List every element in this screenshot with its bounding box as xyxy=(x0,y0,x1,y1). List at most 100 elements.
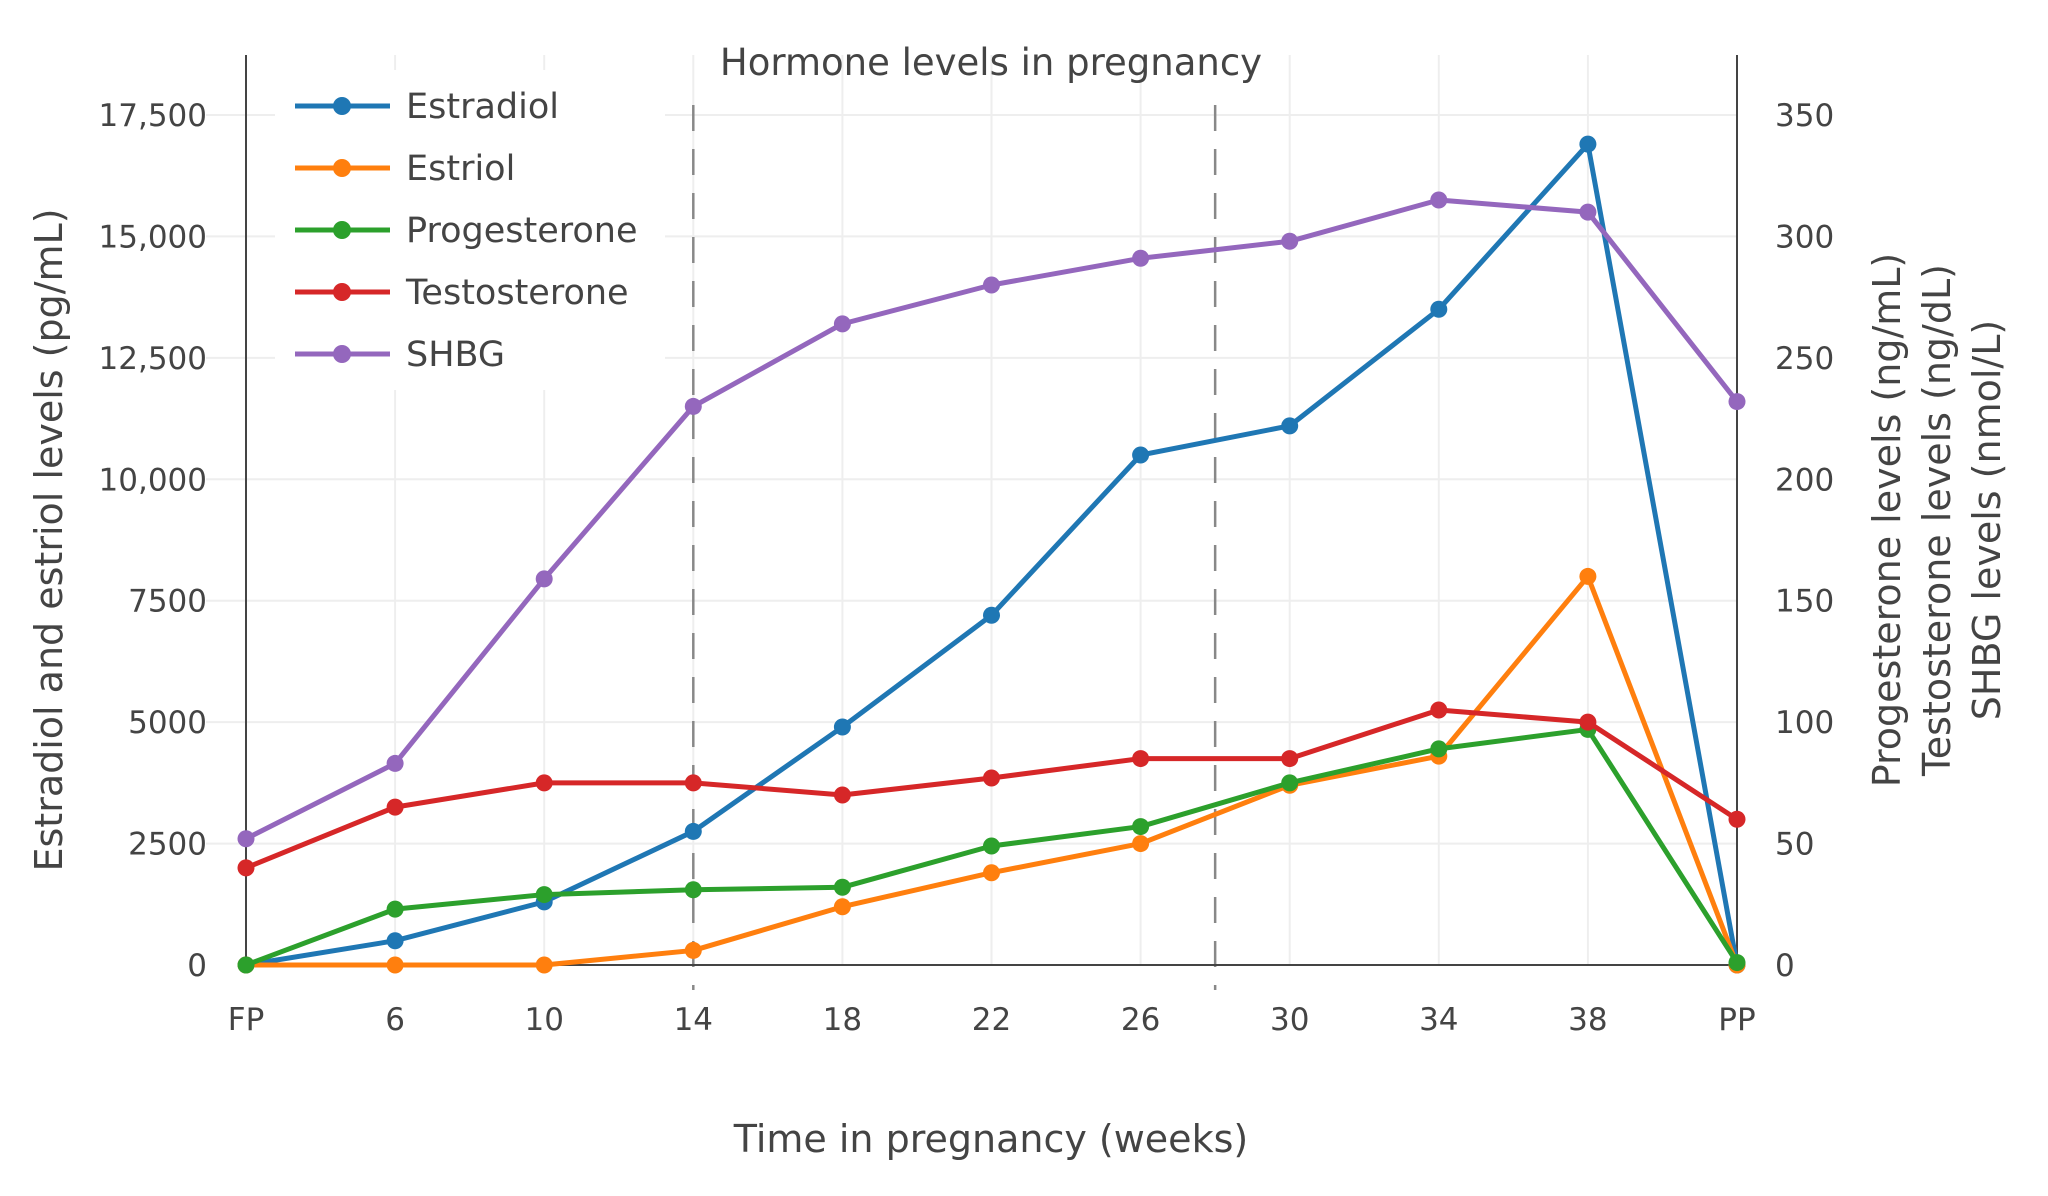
data-point-testosterone xyxy=(1430,701,1448,719)
data-point-shbg xyxy=(983,276,1000,294)
y-right-tick-label: 200 xyxy=(1775,462,1834,498)
data-point-testosterone xyxy=(833,786,851,804)
y-left-tick-label: 0 xyxy=(187,948,207,984)
series-estradiol xyxy=(237,135,1746,974)
data-point-estriol xyxy=(535,956,553,974)
series-lines xyxy=(237,135,1746,974)
y-right-tick-label: 100 xyxy=(1775,705,1834,741)
y-left-tick-label: 15,000 xyxy=(99,219,207,255)
data-point-shbg xyxy=(535,570,553,588)
data-point-shbg xyxy=(1132,249,1150,267)
data-point-estriol xyxy=(1132,835,1150,853)
data-point-testosterone xyxy=(535,774,553,792)
data-point-estradiol xyxy=(386,932,404,950)
chart-title: Hormone levels in pregnancy xyxy=(720,41,1262,84)
data-point-estriol xyxy=(1579,567,1597,585)
data-point-shbg xyxy=(1281,232,1299,250)
legend-item-shbg: SHBG xyxy=(295,335,505,375)
legend-swatch-marker xyxy=(333,283,351,301)
y-left-tick-label: 2500 xyxy=(128,827,207,863)
legend-swatch-marker xyxy=(333,159,351,177)
y-right-axis-title-shbg: SHBG levels (nmol/L) xyxy=(1965,320,2009,720)
legend-label: SHBG xyxy=(406,335,505,375)
y-right-tick-label: 300 xyxy=(1775,219,1834,255)
series-testosterone xyxy=(237,701,1746,877)
y-left-tick-label: 5000 xyxy=(128,705,207,741)
y-right-axis-title-testosterone: Testosterone levels (ng/dL) xyxy=(1915,264,1959,777)
data-point-testosterone xyxy=(1728,810,1746,828)
data-point-progesterone xyxy=(535,886,553,904)
legend-item-testosterone: Testosterone xyxy=(295,273,629,313)
x-tick-label: 30 xyxy=(1270,1002,1309,1038)
data-point-testosterone xyxy=(983,769,1000,787)
data-point-testosterone xyxy=(684,774,702,792)
x-tick-label: 38 xyxy=(1568,1002,1607,1038)
legend: Estradiol Estriol Progesterone Testosterone… xyxy=(295,87,638,375)
data-point-progesterone xyxy=(386,900,404,918)
data-point-shbg xyxy=(684,397,702,415)
data-point-progesterone xyxy=(1281,774,1299,792)
data-point-progesterone xyxy=(684,881,702,899)
y-left-tick-label: 10,000 xyxy=(99,462,207,498)
legend-swatch-marker xyxy=(333,221,351,239)
data-point-estradiol xyxy=(1281,417,1299,435)
data-point-shbg xyxy=(1430,191,1448,209)
x-tick-label: FP xyxy=(228,1002,265,1038)
series-shbg xyxy=(237,191,1746,848)
legend-label: Estriol xyxy=(406,149,515,189)
data-point-progesterone xyxy=(1728,954,1746,972)
series-progesterone xyxy=(237,720,1746,974)
y-left-axis-title: Estradiol and estriol levels (pg/mL) xyxy=(27,208,71,871)
legend-label: Progesterone xyxy=(406,211,638,251)
data-point-shbg xyxy=(1728,393,1746,411)
x-axis-title: Time in pregnancy (weeks) xyxy=(733,1117,1248,1161)
y-right-tick-label: 50 xyxy=(1775,827,1814,863)
axes: 0 2500 5000 7500 10,000 12,500 15,000 17,500 0 50… xyxy=(99,55,1834,1038)
data-point-progesterone xyxy=(983,837,1000,855)
data-point-estradiol xyxy=(983,606,1000,624)
x-tick-label: 6 xyxy=(385,1002,405,1038)
data-point-estradiol xyxy=(684,822,702,840)
y-left-tick-label: 7500 xyxy=(128,584,207,620)
x-tick-label: 26 xyxy=(1121,1002,1160,1038)
data-point-shbg xyxy=(833,315,851,333)
data-point-testosterone xyxy=(386,798,404,816)
x-tick-label: 22 xyxy=(972,1002,1011,1038)
x-tick-label: PP xyxy=(1718,1002,1755,1038)
y-right-tick-label: 250 xyxy=(1775,341,1834,377)
data-point-testosterone xyxy=(237,859,255,877)
legend-item-estradiol: Estradiol xyxy=(295,87,559,127)
y-right-axis-title-progesterone: Progesterone levels (ng/mL) xyxy=(1865,253,1909,788)
x-tick-label: 18 xyxy=(823,1002,862,1038)
legend-swatch-marker xyxy=(333,345,351,363)
data-point-estradiol xyxy=(1579,135,1597,153)
trimester-markers xyxy=(692,105,1217,990)
legend-label: Testosterone xyxy=(405,273,629,313)
data-point-estradiol xyxy=(1430,300,1448,318)
data-point-shbg xyxy=(1579,203,1597,221)
data-point-progesterone xyxy=(1132,818,1150,836)
y-right-tick-label: 350 xyxy=(1775,98,1834,134)
data-point-estradiol xyxy=(1132,446,1150,464)
x-tick-label: 34 xyxy=(1419,1002,1458,1038)
data-point-testosterone xyxy=(1132,750,1150,768)
x-tick-label: 14 xyxy=(674,1002,713,1038)
y-left-tick-label: 12,500 xyxy=(99,341,207,377)
legend-swatch-marker xyxy=(333,97,351,115)
data-point-testosterone xyxy=(1281,750,1299,768)
data-point-estradiol xyxy=(833,718,851,736)
x-tick-label: 10 xyxy=(524,1002,563,1038)
data-point-estriol xyxy=(983,864,1000,882)
legend-label: Estradiol xyxy=(406,87,559,127)
data-point-estriol xyxy=(684,941,702,959)
data-point-estriol xyxy=(833,898,851,916)
data-point-progesterone xyxy=(1430,740,1448,758)
y-left-tick-label: 17,500 xyxy=(99,98,207,134)
data-point-progesterone xyxy=(237,956,255,974)
y-right-tick-label: 150 xyxy=(1775,584,1834,620)
data-point-estriol xyxy=(386,956,404,974)
data-point-shbg xyxy=(386,754,404,772)
data-point-shbg xyxy=(237,830,255,848)
y-right-tick-label: 0 xyxy=(1775,948,1795,984)
